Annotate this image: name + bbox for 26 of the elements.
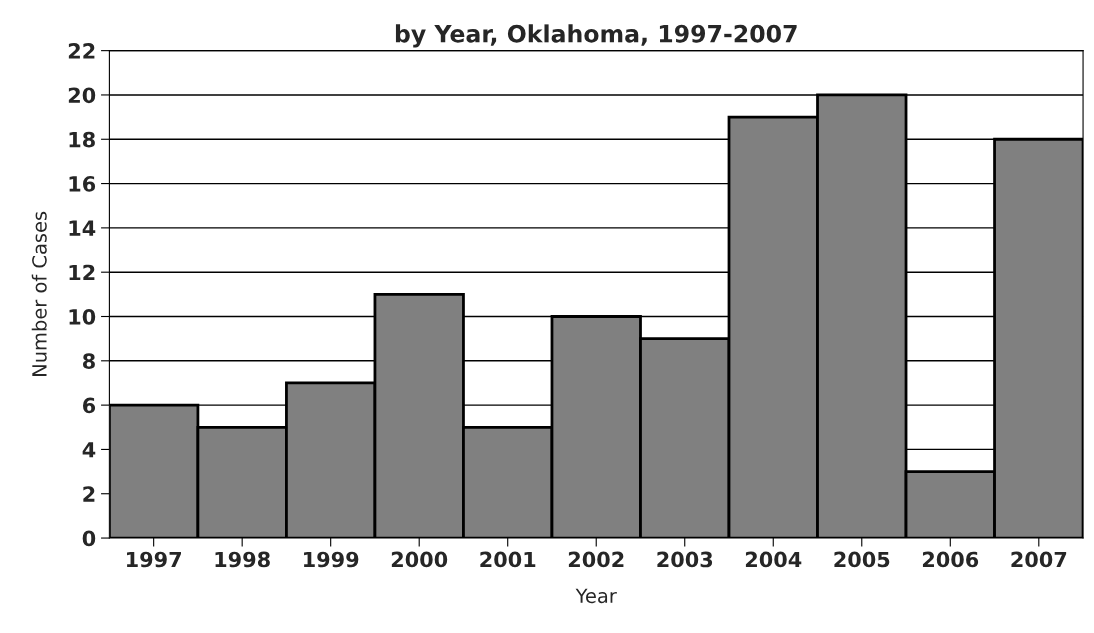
- x-tick-label: 2001: [480, 551, 536, 568]
- y-tick-label: 10: [69, 308, 96, 325]
- y-tick-label: 2: [83, 486, 95, 502]
- x-tick-label: 2005: [834, 551, 890, 568]
- x-tick-label: 1997: [127, 551, 181, 568]
- y-tick-label: 22: [68, 43, 95, 59]
- x-axis-title: Year: [575, 588, 617, 604]
- chart-title: by Year, Oklahoma, 1997-2007: [395, 24, 797, 48]
- y-tick-label: 0: [82, 530, 96, 547]
- y-axis-title: Number of Cases: [31, 211, 47, 376]
- y-tick-label: 4: [82, 442, 96, 458]
- y-tick-label: 18: [69, 131, 95, 148]
- x-tick-label: 2006: [922, 551, 979, 568]
- x-tick-label: 1998: [215, 551, 270, 568]
- y-tick-label: 14: [69, 220, 96, 236]
- x-tick-label: 2002: [568, 551, 624, 568]
- y-tick-label: 6: [83, 397, 96, 414]
- x-tick-label: 2004: [745, 551, 802, 568]
- y-tick-label: 12: [69, 264, 95, 281]
- y-tick-label: 8: [82, 353, 95, 370]
- x-tick-label: 2003: [657, 551, 713, 568]
- y-tick-label: 20: [68, 87, 96, 104]
- x-tick-label: 2000: [391, 551, 448, 568]
- y-tick-label: 16: [69, 176, 96, 192]
- x-tick-label: 2007: [1011, 551, 1067, 568]
- x-tick-label: 1999: [304, 551, 359, 568]
